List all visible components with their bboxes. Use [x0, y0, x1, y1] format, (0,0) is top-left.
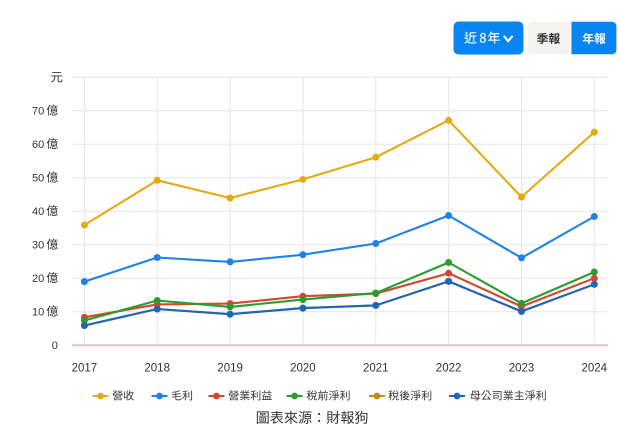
- svg-text:2018: 2018: [144, 362, 170, 374]
- svg-text:2022: 2022: [436, 362, 462, 374]
- svg-text:20: 20: [32, 273, 44, 285]
- svg-text:2024: 2024: [582, 362, 608, 374]
- svg-text:50: 50: [32, 173, 44, 185]
- svg-text:2019: 2019: [217, 362, 243, 374]
- svg-text:70: 70: [32, 106, 44, 118]
- svg-text:30: 30: [32, 240, 44, 252]
- svg-text:10: 10: [32, 307, 44, 319]
- svg-text:2017: 2017: [72, 362, 98, 374]
- svg-text:2023: 2023: [509, 362, 535, 374]
- svg-text:0: 0: [52, 340, 58, 352]
- svg-text:2020: 2020: [290, 362, 316, 374]
- svg-text:2021: 2021: [363, 362, 389, 374]
- svg-text:40: 40: [32, 206, 44, 218]
- svg-text:60: 60: [32, 139, 44, 151]
